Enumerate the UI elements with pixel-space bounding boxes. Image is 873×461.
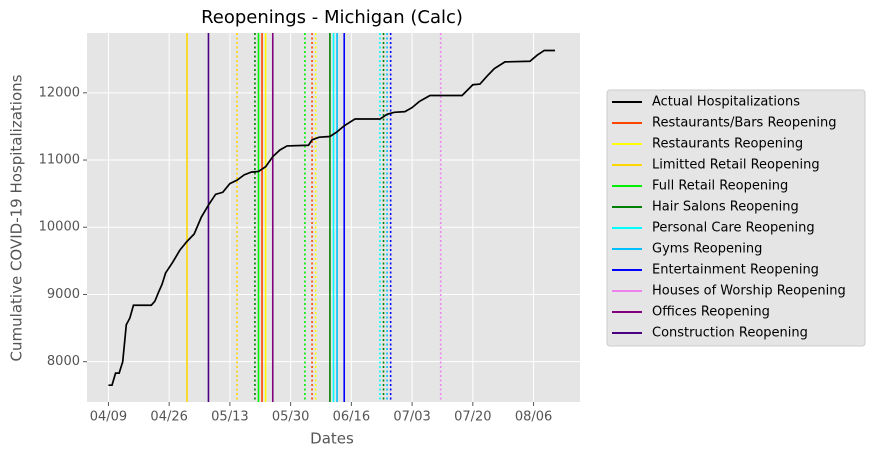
x-tick-label: 05/30: [272, 410, 309, 425]
legend-text: Personal Care Reopening: [652, 221, 815, 236]
data-line: [108, 49, 555, 387]
legend-text: Offices Reopening: [652, 305, 770, 320]
x-tick-label: 06/16: [333, 410, 370, 425]
legend-text: Gyms Reopening: [652, 242, 762, 257]
legend-text: Entertainment Reopening: [652, 263, 819, 278]
legend-text: Restaurants Reopening: [652, 137, 803, 152]
legend: [606, 89, 866, 347]
legend-text: Construction Reopening: [652, 326, 808, 341]
legend-text: Full Retail Reopening: [652, 179, 788, 194]
legend-text: Actual Hospitalizations: [652, 95, 800, 110]
y-tick-label: 12000: [39, 85, 80, 100]
legend-text: Limitted Retail Reopening: [652, 158, 820, 173]
legend-text: Houses of Worship Reopening: [652, 284, 846, 299]
x-tick-label: 08/06: [515, 410, 552, 425]
y-tick-label: 10000: [39, 220, 80, 235]
chart-title: Reopenings - Michigan (Calc): [201, 7, 463, 28]
legend-text: Hair Salons Reopening: [652, 200, 799, 215]
y-axis-label: Cumulative COVID-19 Hospitalizations: [8, 74, 26, 361]
legend-text: Restaurants/Bars Reopening: [652, 116, 836, 131]
x-tick-label: 04/26: [150, 410, 187, 425]
y-tick-label: 9000: [47, 287, 80, 302]
x-tick-label: 07/20: [454, 410, 491, 425]
y-tick-label: 11000: [39, 153, 80, 168]
y-tick-label: 8000: [47, 354, 80, 369]
x-tick-label: 05/13: [211, 410, 248, 425]
x-tick-label: 07/03: [393, 410, 430, 425]
x-tick-label: 04/09: [90, 410, 127, 425]
x-axis-label: Dates: [310, 430, 354, 448]
